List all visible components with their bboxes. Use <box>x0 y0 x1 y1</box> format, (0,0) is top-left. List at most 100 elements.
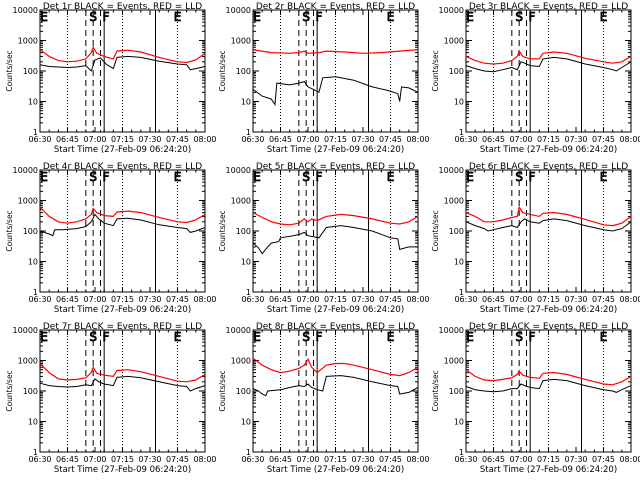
x-tick-label: 06:45 <box>482 135 505 144</box>
x-tick-label: 07:45 <box>166 455 189 464</box>
marker-label-E: E <box>387 10 395 24</box>
y-tick-label: 1 <box>459 448 464 457</box>
x-tick-label: 06:30 <box>454 455 477 464</box>
x-tick-label: 08:00 <box>406 455 429 464</box>
y-tick-label: 1 <box>459 288 464 297</box>
marker-label-F: F <box>529 330 536 344</box>
x-tick-label: 08:00 <box>619 135 640 144</box>
marker-label-E-left: E <box>466 10 474 24</box>
x-tick-label: 07:45 <box>592 295 615 304</box>
x-tick-label: 08:00 <box>193 295 216 304</box>
y-tick-label: 1 <box>246 288 251 297</box>
x-tick-label: 07:00 <box>83 455 106 464</box>
series-line-lld <box>39 206 206 224</box>
y-tick-label: 1000 <box>231 197 251 206</box>
x-tick-label: 07:30 <box>564 135 587 144</box>
y-axis-label: Counts/sec <box>5 370 14 411</box>
x-tick-label: 06:45 <box>269 455 292 464</box>
y-tick-label: 10 <box>454 258 464 267</box>
x-tick-label: 07:15 <box>111 295 134 304</box>
series-line-lld <box>465 369 632 386</box>
marker-label-E-left: E <box>253 10 261 24</box>
x-tick-label: 07:15 <box>111 455 134 464</box>
marker-label-F: F <box>103 330 110 344</box>
y-tick-label: 10000 <box>226 6 251 15</box>
series-line-events <box>465 218 632 232</box>
y-tick-label: 100 <box>449 227 464 236</box>
y-tick-label: 100 <box>236 227 251 236</box>
y-tick-label: 10000 <box>439 6 464 15</box>
x-tick-label: 06:45 <box>482 295 505 304</box>
series-line-events <box>465 378 632 393</box>
y-tick-label: 100 <box>23 227 38 236</box>
y-tick-label: 1000 <box>231 37 251 46</box>
x-tick-label: 06:30 <box>241 135 264 144</box>
y-tick-label: 10000 <box>226 166 251 175</box>
panel-title: Det 7r BLACK = Events, RED = LLD <box>43 322 202 332</box>
x-tick-label: 07:30 <box>138 135 161 144</box>
marker-label-E-left: E <box>466 170 474 184</box>
marker-label-S: S <box>89 10 97 24</box>
y-tick-label: 10 <box>28 418 38 427</box>
marker-label-F: F <box>529 170 536 184</box>
y-tick-label: 100 <box>23 67 38 76</box>
x-tick-label: 07:15 <box>324 295 347 304</box>
marker-label-E-left: E <box>253 170 261 184</box>
y-axis-label: Counts/sec <box>218 210 227 251</box>
marker-label-F: F <box>103 170 110 184</box>
y-tick-label: 10 <box>28 258 38 267</box>
y-tick-label: 1 <box>33 288 38 297</box>
y-tick-label: 100 <box>236 67 251 76</box>
panel-title: Det 8r BLACK = Events, RED = LLD <box>256 322 415 332</box>
marker-label-S: S <box>302 170 310 184</box>
marker-label-S: S <box>89 330 97 344</box>
panel-8: 1 10 100 1000 10000 06:30 06:45 07:00 07:15 07:30… <box>218 322 430 475</box>
x-tick-label: 07:15 <box>324 135 347 144</box>
x-tick-label: 07:00 <box>83 295 106 304</box>
x-tick-label: 07:45 <box>166 135 189 144</box>
series-line-lld <box>252 212 419 226</box>
marker-label-E-left: E <box>253 330 261 344</box>
y-axis-label: Counts/sec <box>218 50 227 91</box>
x-tick-label: 07:30 <box>138 455 161 464</box>
x-tick-label: 07:30 <box>351 135 374 144</box>
y-tick-label: 10 <box>241 418 251 427</box>
y-tick-label: 1000 <box>18 37 38 46</box>
x-axis-label: Start Time (27-Feb-09 06:24:20) <box>54 465 191 475</box>
x-tick-label: 08:00 <box>406 295 429 304</box>
marker-label-S: S <box>302 10 310 24</box>
y-tick-label: 100 <box>23 387 38 396</box>
panel-title: Det 2r BLACK = Events, RED = LLD <box>256 2 415 12</box>
panel-9: 1 10 100 1000 10000 06:30 06:45 07:00 07:15 07:30… <box>431 322 640 475</box>
series-line-lld <box>465 205 632 227</box>
y-tick-label: 10000 <box>13 326 38 335</box>
panel-1: 1 10 100 1000 10000 06:30 06:45 07:00 07:15 07:30… <box>5 2 217 155</box>
x-tick-label: 08:00 <box>406 135 429 144</box>
y-axis-label: Counts/sec <box>5 50 14 91</box>
series-line-events <box>465 56 632 73</box>
x-tick-label: 06:30 <box>241 455 264 464</box>
x-tick-label: 07:45 <box>379 455 402 464</box>
marker-label-E: E <box>387 330 395 344</box>
y-tick-label: 10000 <box>226 326 251 335</box>
x-tick-label: 07:15 <box>537 455 560 464</box>
x-tick-label: 06:45 <box>482 455 505 464</box>
x-tick-label: 07:30 <box>564 455 587 464</box>
y-tick-label: 100 <box>449 387 464 396</box>
y-axis-label: Counts/sec <box>431 210 440 251</box>
marker-label-E: E <box>174 330 182 344</box>
x-axis-label: Start Time (27-Feb-09 06:24:20) <box>267 145 404 155</box>
x-tick-label: 06:30 <box>241 295 264 304</box>
x-tick-label: 06:30 <box>28 455 51 464</box>
marker-label-E-left: E <box>40 170 48 184</box>
series-line-lld <box>252 49 419 54</box>
y-tick-label: 10000 <box>13 166 38 175</box>
series-line-events <box>39 375 206 392</box>
y-tick-label: 10000 <box>439 166 464 175</box>
panel-2: 1 10 100 1000 10000 06:30 06:45 07:00 07:15 07:30… <box>218 2 430 155</box>
x-axis-label: Start Time (27-Feb-09 06:24:20) <box>267 465 404 475</box>
panel-7: 1 10 100 1000 10000 06:30 06:45 07:00 07:15 07:30… <box>5 322 217 475</box>
marker-label-E: E <box>174 10 182 24</box>
x-tick-label: 06:30 <box>28 135 51 144</box>
